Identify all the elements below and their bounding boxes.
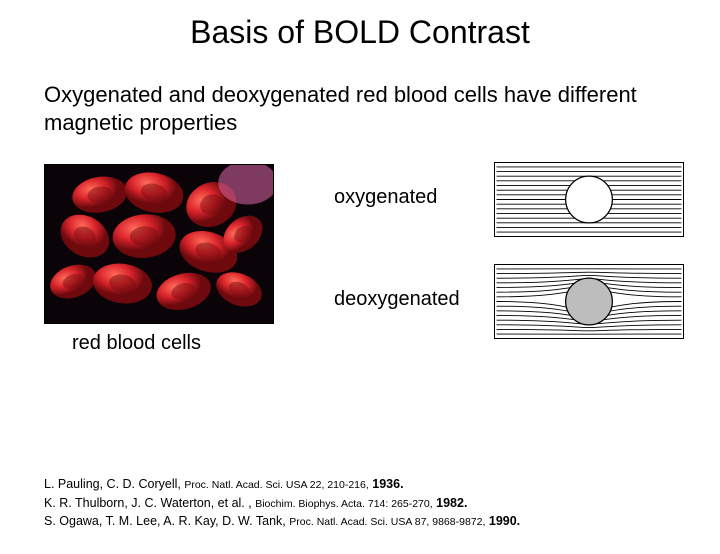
photo-caption: red blood cells [72,332,201,355]
reference-line: L. Pauling, C. D. Coryell, Proc. Natl. A… [44,475,520,493]
blood-cells-photo [44,164,274,324]
reference-line: S. Ogawa, T. M. Lee, A. R. Kay, D. W. Ta… [44,512,520,530]
references: L. Pauling, C. D. Coryell, Proc. Natl. A… [44,475,520,530]
ref-journal: Proc. Natl. Acad. Sci. USA 22, 210-216, [184,479,368,491]
slide-title: Basis of BOLD Contrast [0,14,720,51]
ref-year: 1990. [489,514,520,528]
oxygenated-label: oxygenated [334,186,437,209]
reference-line: K. R. Thulborn, J. C. Waterton, et al. ,… [44,494,520,512]
ref-journal: Biochim. Biophys. Acta. 714: 265-270, [255,498,432,510]
ref-year: 1982. [436,496,467,510]
field-diagram-oxygenated [494,162,684,237]
ref-year: 1936. [372,477,403,491]
ref-authors: S. Ogawa, T. M. Lee, A. R. Kay, D. W. Ta… [44,514,286,528]
slide-subtitle: Oxygenated and deoxygenated red blood ce… [44,81,676,136]
content-area: red blood cells oxygenated deoxygenated [0,164,720,384]
ref-authors: L. Pauling, C. D. Coryell, [44,477,181,491]
deoxygenated-label: deoxygenated [334,288,460,311]
ref-journal: Proc. Natl. Acad. Sci. USA 87, 9868-9872… [289,516,485,528]
ref-authors: K. R. Thulborn, J. C. Waterton, et al. , [44,496,252,510]
field-diagram-deoxygenated [494,264,684,339]
